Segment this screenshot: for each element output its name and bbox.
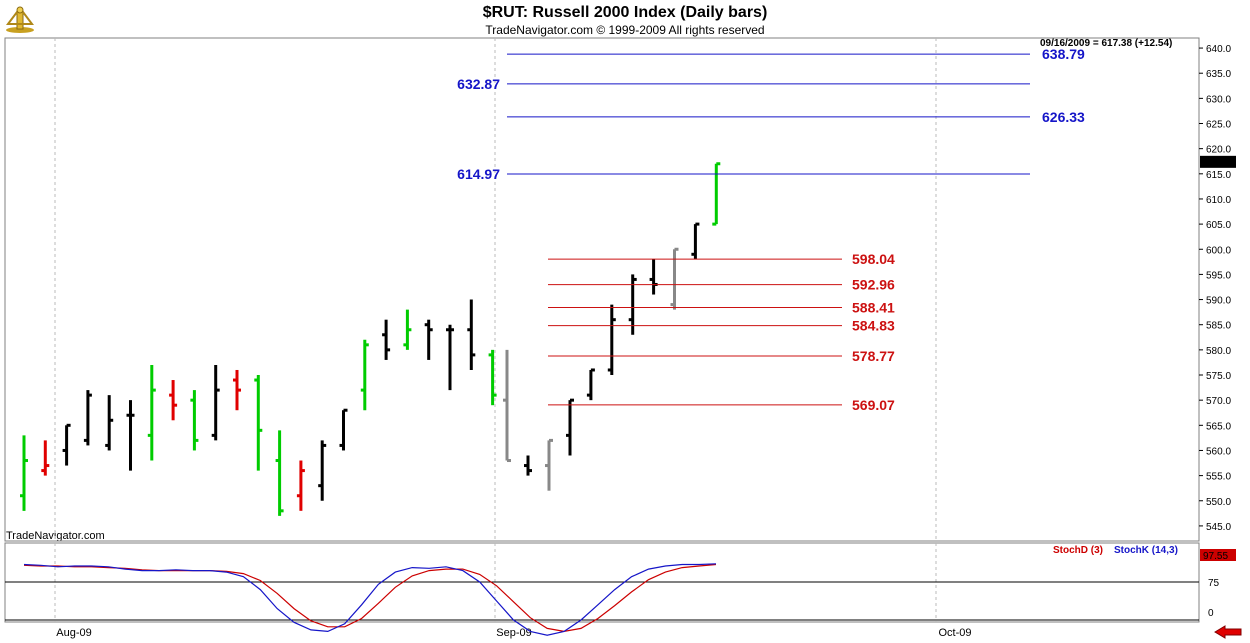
y-tick-label: 570.0 bbox=[1206, 396, 1231, 407]
y-tick-label: 575.0 bbox=[1206, 371, 1231, 382]
x-tick-label: Aug-09 bbox=[56, 627, 91, 639]
y-tick-label: 640.0 bbox=[1206, 44, 1231, 55]
x-tick-label: Sep-09 bbox=[496, 627, 531, 639]
y-tick-label: 545.0 bbox=[1206, 522, 1231, 533]
support-label: 598.04 bbox=[852, 251, 895, 267]
y-tick-label: 555.0 bbox=[1206, 472, 1231, 483]
y-tick-label: 560.0 bbox=[1206, 446, 1231, 457]
support-label: 578.77 bbox=[852, 348, 895, 364]
stoch-tick-label: 0 bbox=[1208, 608, 1214, 619]
y-tick-label: 550.0 bbox=[1206, 497, 1231, 508]
resistance-label: 632.87 bbox=[457, 76, 500, 92]
y-tick-label: 590.0 bbox=[1206, 296, 1231, 307]
y-tick-label: 630.0 bbox=[1206, 94, 1231, 105]
chart-title: $RUT: Russell 2000 Index (Daily bars) bbox=[482, 4, 768, 21]
chart-subtitle: TradeNavigator.com © 1999-2009 All right… bbox=[485, 23, 765, 37]
resistance-label: 626.33 bbox=[1042, 109, 1085, 125]
x-tick-label: Oct-09 bbox=[938, 627, 971, 639]
support-label: 569.07 bbox=[852, 397, 895, 413]
price-panel-frame bbox=[4, 37, 1200, 542]
stoch-value-box bbox=[1200, 549, 1236, 561]
stoch-d-line bbox=[23, 563, 717, 633]
y-tick-label: 565.0 bbox=[1206, 421, 1231, 432]
support-label: 584.83 bbox=[852, 318, 895, 334]
y-tick-label: 635.0 bbox=[1206, 69, 1231, 80]
y-tick-label: 580.0 bbox=[1206, 346, 1231, 357]
stoch-tick-label: 75 bbox=[1208, 578, 1220, 589]
support-label: 592.96 bbox=[852, 277, 895, 293]
y-tick-label: 615.0 bbox=[1206, 170, 1231, 181]
stoch-k-legend: StochK (14,3) bbox=[1114, 545, 1178, 556]
y-tick-label: 600.0 bbox=[1206, 245, 1231, 256]
y-tick-label: 605.0 bbox=[1206, 220, 1231, 231]
y-tick-label: 620.0 bbox=[1206, 145, 1231, 156]
stoch-k-line bbox=[23, 563, 717, 636]
stoch-d-legend: StochD (3) bbox=[1053, 545, 1103, 556]
resistance-label: 638.79 bbox=[1042, 46, 1085, 62]
y-tick-label: 625.0 bbox=[1206, 120, 1231, 131]
y-tick-label: 585.0 bbox=[1206, 321, 1231, 332]
last-price-stats: 09/16/2009 = 617.38 (+12.54) bbox=[1040, 38, 1173, 49]
support-label: 588.41 bbox=[852, 300, 895, 316]
last-price-label: 617.38 bbox=[1203, 158, 1234, 169]
y-tick-label: 595.0 bbox=[1206, 270, 1231, 281]
back-arrow-icon[interactable] bbox=[1213, 625, 1243, 639]
resistance-label: 614.97 bbox=[457, 166, 500, 182]
last-price-box bbox=[1200, 155, 1236, 168]
trade-navigator-logo-icon bbox=[6, 6, 34, 33]
stoch-value-label: 97.55 bbox=[1203, 551, 1228, 562]
y-tick-label: 610.0 bbox=[1206, 195, 1231, 206]
